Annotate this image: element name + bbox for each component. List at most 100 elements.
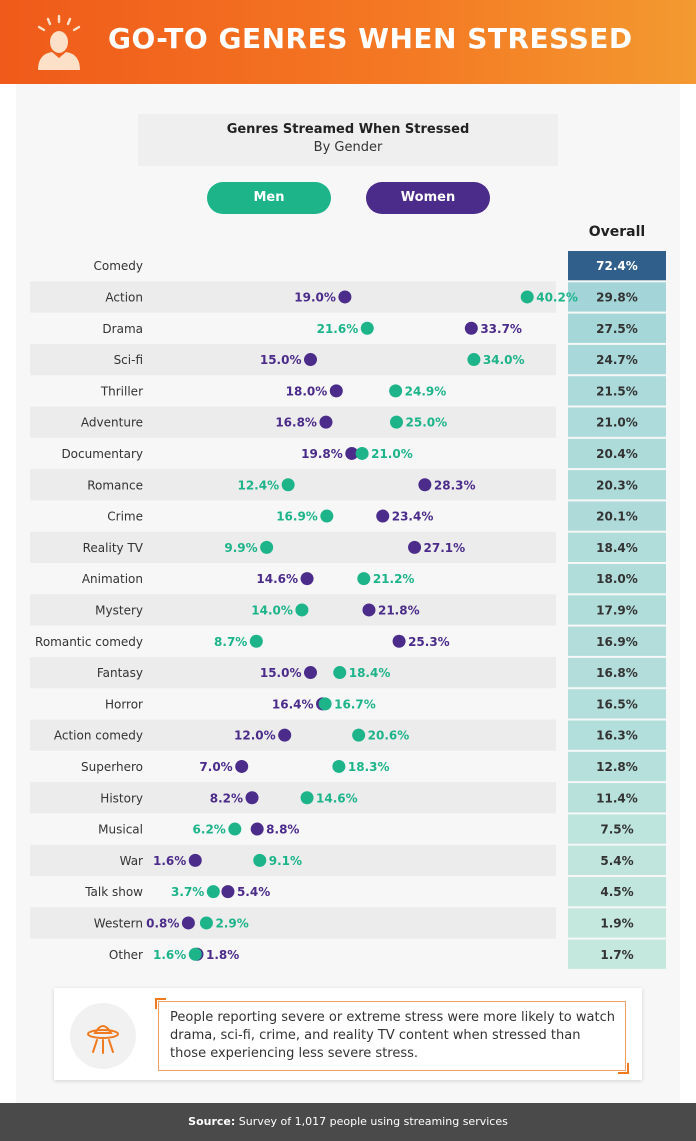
men-value-label: 24.9% [405, 384, 447, 398]
callout-corner-br [618, 1063, 629, 1074]
overall-cell [568, 344, 666, 375]
category-label: Drama [102, 322, 143, 336]
men-value-label: 25.0% [406, 416, 448, 430]
overall-cell [568, 564, 666, 594]
men-value-label: 6.2% [193, 823, 226, 837]
chart-subtitle: By Gender [313, 140, 383, 155]
overall-cell [568, 845, 666, 875]
row-band [30, 844, 556, 876]
row-band [30, 531, 556, 563]
category-label: Reality TV [83, 541, 144, 555]
men-value-label: 21.2% [373, 572, 415, 586]
overall-value: 18.0% [596, 572, 638, 586]
category-label: Romantic comedy [35, 635, 143, 649]
women-dot [304, 353, 317, 367]
overall-cell [568, 532, 666, 562]
overall-cell [568, 376, 666, 406]
men-value-label: 14.0% [251, 603, 293, 617]
category-label: History [100, 791, 143, 805]
overall-column-header: Overall [588, 224, 646, 240]
category-label: Action [105, 290, 143, 304]
men-value-label: 1.6% [153, 948, 186, 962]
overall-value: 24.7% [596, 353, 638, 367]
men-value-label: 3.7% [171, 885, 204, 899]
men-dot [260, 540, 274, 554]
men-dot [300, 791, 314, 805]
women-value-label: 5.4% [237, 885, 270, 899]
women-dot [362, 603, 376, 617]
women-dot [250, 822, 264, 836]
women-dot [418, 478, 432, 492]
women-dot [181, 916, 195, 930]
overall-value: 7.5% [600, 823, 633, 837]
category-label: Western [94, 916, 143, 930]
row-band [30, 719, 556, 751]
women-value-label: 27.1% [424, 541, 466, 555]
women-dot [408, 540, 422, 554]
category-label: Action comedy [54, 729, 143, 743]
women-dot [345, 446, 359, 460]
men-dot [360, 321, 374, 335]
overall-cell [568, 939, 666, 969]
row-band [30, 406, 556, 438]
overall-value: 20.4% [596, 447, 638, 461]
men-dot [520, 290, 534, 304]
footer-source: Source: Survey of 1,017 people using str… [0, 1103, 696, 1141]
overall-value: 16.8% [596, 666, 638, 680]
men-value-label: 12.4% [237, 478, 279, 492]
overall-cell [568, 626, 666, 656]
category-label: Horror [105, 697, 143, 711]
men-dot [390, 415, 403, 429]
category-label: Mystery [95, 603, 143, 617]
men-dot [389, 384, 403, 398]
row-band [30, 656, 556, 689]
men-dot [318, 697, 332, 711]
men-value-label: 8.7% [214, 635, 247, 649]
overall-value: 12.8% [596, 760, 638, 774]
men-value-label: 9.9% [224, 541, 257, 555]
source-text: Survey of 1,017 people using streaming s… [238, 1115, 508, 1128]
overall-cell [568, 657, 666, 688]
overall-cell [568, 251, 666, 281]
overall-value: 72.4% [596, 259, 638, 273]
row-band [30, 281, 556, 313]
men-value-label: 9.1% [269, 854, 302, 868]
women-value-label: 19.0% [294, 290, 336, 304]
men-value-label: 18.3% [348, 760, 390, 774]
women-dot [319, 415, 333, 429]
category-label: Superhero [81, 760, 143, 774]
men-dot [228, 822, 242, 836]
overall-cell [568, 783, 666, 813]
overall-cell [568, 438, 666, 469]
women-value-label: 12.0% [234, 729, 276, 743]
women-value-label: 1.6% [153, 854, 186, 868]
overall-cell [568, 814, 666, 844]
overall-value: 16.3% [596, 729, 638, 743]
women-value-label: 16.4% [272, 697, 314, 711]
women-dot [464, 321, 478, 335]
overall-value: 17.9% [596, 603, 638, 617]
overall-value: 4.5% [600, 885, 633, 899]
women-dot [329, 384, 343, 398]
legend-women: Women [366, 182, 490, 214]
row-band [30, 782, 556, 814]
overall-value: 16.9% [596, 635, 638, 649]
overall-cell [568, 407, 666, 437]
men-value-label: 2.9% [215, 916, 248, 930]
men-value-label: 18.4% [349, 666, 391, 680]
men-value-label: 21.0% [371, 447, 413, 461]
category-label: Other [109, 948, 143, 962]
men-dot [332, 759, 346, 773]
men-dot [352, 728, 366, 742]
women-dot [278, 728, 292, 742]
overall-value: 21.5% [596, 384, 638, 398]
women-dot [245, 791, 259, 805]
women-value-label: 0.8% [146, 916, 179, 930]
category-label: Sci-fi [114, 353, 143, 367]
category-label: Thriller [100, 384, 143, 398]
stressed-person-icon [37, 14, 81, 70]
men-value-label: 40.2% [536, 290, 578, 304]
overall-value: 27.5% [596, 322, 638, 336]
overall-value: 21.0% [596, 416, 638, 430]
men-dot [206, 885, 220, 899]
